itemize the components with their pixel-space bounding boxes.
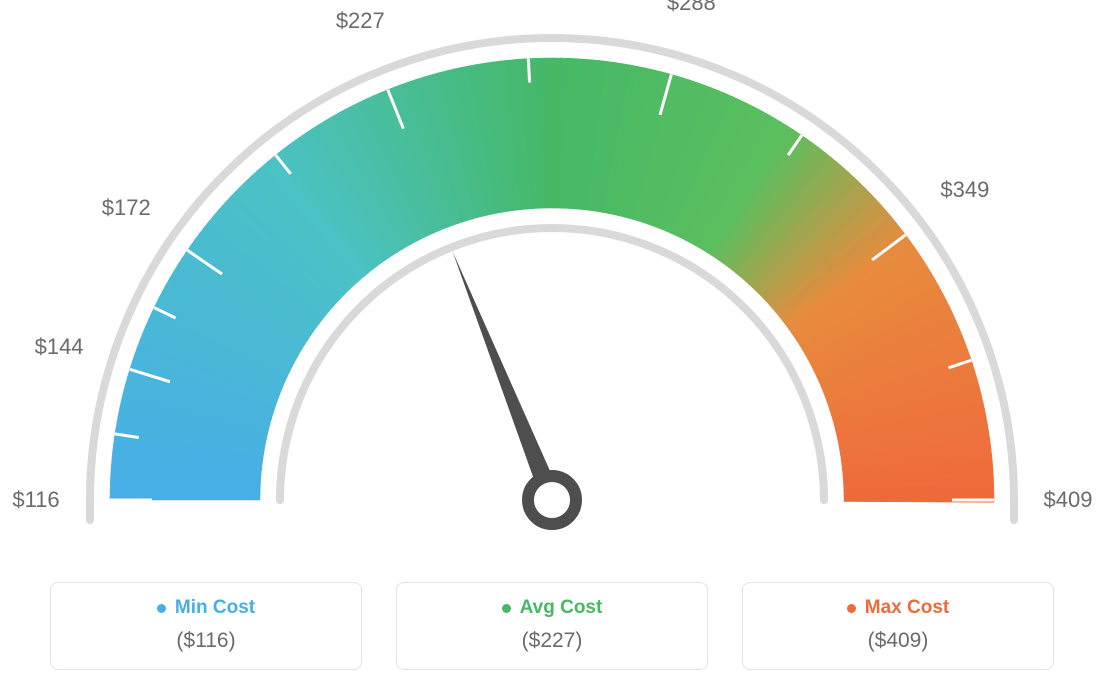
gauge-tick-label: $409	[1044, 487, 1093, 513]
legend-card-avg: Avg Cost ($227)	[396, 582, 708, 670]
gauge-tick-label: $116	[12, 487, 59, 513]
legend-label-min: Min Cost	[175, 597, 255, 619]
legend-value-avg: ($227)	[397, 629, 707, 653]
gauge-tick-label: $288	[667, 0, 716, 16]
gauge-area: $116 $144 $172 $227 $288 $349 $409	[0, 0, 1104, 560]
gauge-tick-label: $172	[102, 195, 151, 221]
legend-title-avg: Avg Cost	[502, 597, 603, 619]
cost-gauge-widget: $116 $144 $172 $227 $288 $349 $409 Min Cost ($…	[0, 0, 1104, 690]
gauge-svg	[0, 0, 1104, 560]
legend-card-max: Max Cost ($409)	[742, 582, 1054, 670]
legend-card-min: Min Cost ($116)	[50, 582, 362, 670]
legend-dot-min	[157, 604, 166, 613]
gauge-needle	[452, 251, 561, 504]
gauge-tick-label: $144	[35, 334, 84, 360]
legend-title-max: Max Cost	[847, 597, 949, 619]
legend-title-min: Min Cost	[157, 597, 255, 619]
legend-value-min: ($116)	[51, 629, 361, 653]
gauge-color-arc	[110, 58, 994, 502]
gauge-tick-label: $227	[336, 8, 385, 34]
legend-dot-max	[847, 604, 856, 613]
legend-row: Min Cost ($116) Avg Cost ($227) Max Cost…	[0, 582, 1104, 670]
gauge-tick-label: $349	[940, 177, 989, 203]
legend-label-max: Max Cost	[865, 597, 949, 619]
legend-value-max: ($409)	[743, 629, 1053, 653]
legend-label-avg: Avg Cost	[520, 597, 603, 619]
legend-dot-avg	[502, 604, 511, 613]
gauge-tick-minor	[528, 59, 529, 83]
gauge-hub	[528, 476, 576, 524]
